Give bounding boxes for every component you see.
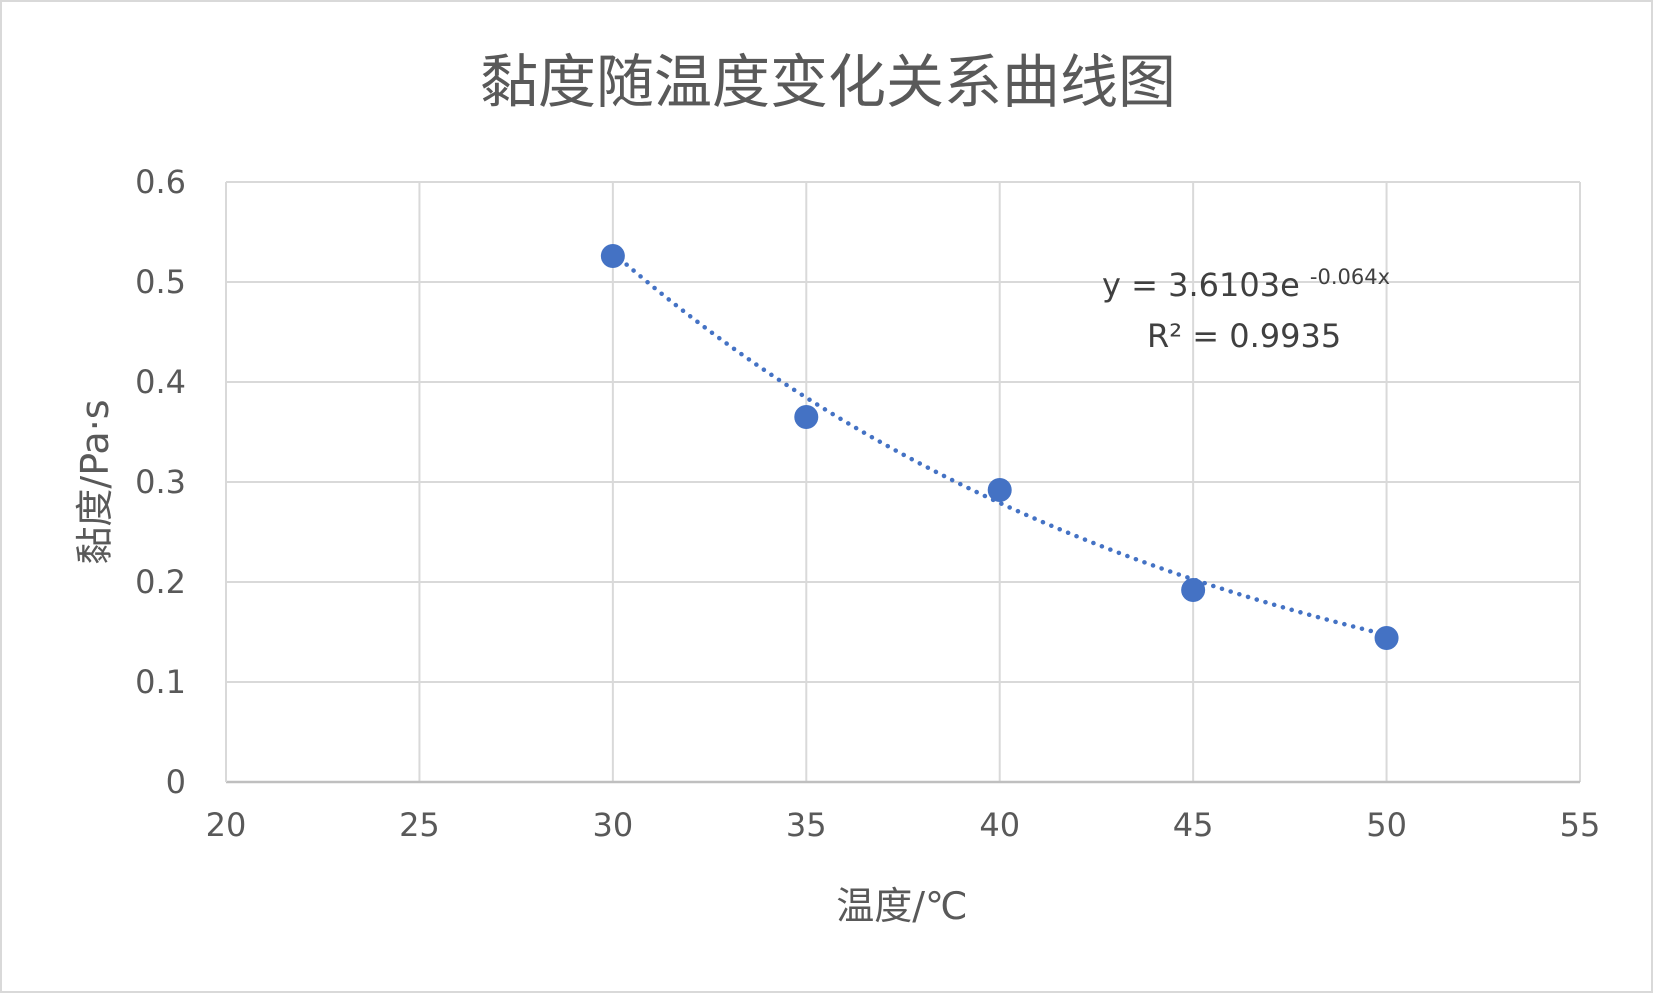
x-tick-label: 25 <box>399 806 440 844</box>
data-point <box>1374 626 1399 650</box>
trendline-layer <box>610 250 1389 638</box>
y-tick-label: 0.6 <box>135 163 186 201</box>
y-tick-label: 0.2 <box>135 563 186 601</box>
y-tick-label: 0 <box>166 763 186 801</box>
grid-layer <box>226 181 1581 782</box>
x-tick-label: 20 <box>206 806 247 844</box>
trendline-equation: y = 3.6103e -0.064x <box>1102 265 1390 304</box>
axis-layer <box>225 182 1580 784</box>
data-point <box>794 405 819 429</box>
data-point <box>987 478 1012 502</box>
x-tick-label: 35 <box>786 806 827 844</box>
x-axis-title: 温度/℃ <box>836 884 967 928</box>
x-tick-label: 55 <box>1560 806 1601 844</box>
trendline-r-squared: R² = 0.9935 <box>1147 317 1341 355</box>
trendline-equation-exponent: -0.064x <box>1310 265 1390 289</box>
y-tick-label: 0.4 <box>135 363 186 401</box>
x-tick-label: 40 <box>979 806 1020 844</box>
data-points <box>600 244 1399 650</box>
x-tick-label: 50 <box>1366 806 1407 844</box>
y-tick-label: 0.1 <box>135 663 186 701</box>
x-tick-label: 30 <box>592 806 633 844</box>
x-tick-label: 45 <box>1173 806 1214 844</box>
trendline-equation-base: y = 3.6103e <box>1102 266 1300 304</box>
tick-labels: 20 25 30 35 40 45 50 55 0 0.1 0.2 0.3 0.4 0.5 0.6 <box>135 163 1600 844</box>
y-axis-title: 黏度/Pa·s <box>73 399 117 564</box>
y-tick-label: 0.5 <box>135 263 186 301</box>
data-point <box>1181 578 1206 602</box>
exponential-trendline <box>610 250 1389 638</box>
data-point <box>600 244 625 268</box>
chart-title: 黏度随温度变化关系曲线图 <box>480 48 1176 116</box>
y-tick-label: 0.3 <box>135 463 186 501</box>
